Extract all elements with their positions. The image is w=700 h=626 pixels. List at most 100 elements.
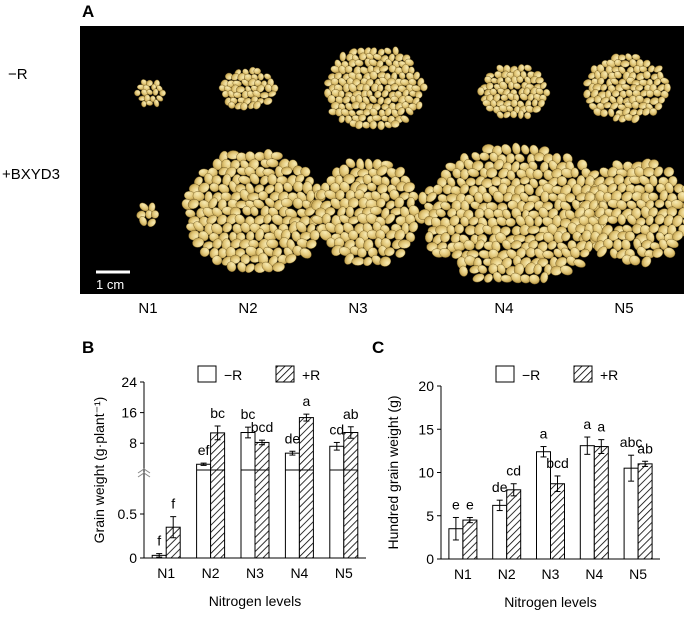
grain-seed xyxy=(240,102,248,111)
grain-seed xyxy=(385,229,397,240)
bar-minus-r xyxy=(329,445,345,559)
scale-bar-label: 1 cm xyxy=(96,277,125,292)
grain-seed xyxy=(285,253,297,264)
grain-seed xyxy=(384,213,396,225)
grain-seed xyxy=(482,192,492,203)
grain-seed xyxy=(338,115,346,124)
x-tick-label: N3 xyxy=(542,566,560,582)
grain-seed xyxy=(369,95,377,104)
grain-seed xyxy=(394,166,406,178)
grain-seed xyxy=(593,95,602,104)
grain-seed xyxy=(299,247,312,259)
y-tick-label: 24 xyxy=(121,374,137,390)
grain-seed xyxy=(672,230,684,241)
grain-seed xyxy=(440,232,451,243)
grain-seed xyxy=(492,271,503,283)
grain-seed xyxy=(528,240,539,250)
bar-minus-r xyxy=(579,445,595,560)
grain-seed xyxy=(424,231,434,243)
bar-minus-r xyxy=(492,504,508,560)
grain-seed xyxy=(543,88,551,97)
legend-label-minus-r: −R xyxy=(522,367,540,383)
grain-seed xyxy=(475,239,485,250)
grain-seed xyxy=(384,121,393,129)
grain-seed xyxy=(395,248,406,258)
grain-seed xyxy=(463,239,475,251)
x-tick-label: N2 xyxy=(498,566,516,582)
grain-seed xyxy=(654,199,665,209)
grain-seed xyxy=(415,101,423,110)
grain-seed xyxy=(228,101,236,109)
axis-break-mark xyxy=(137,472,151,478)
grain-seed xyxy=(139,216,148,227)
col-label-n4: N4 xyxy=(494,300,514,317)
grain-seed xyxy=(610,78,619,85)
grain-seed xyxy=(226,261,237,272)
grain-seed xyxy=(524,183,534,196)
grain-seed xyxy=(513,82,521,90)
grain-seed xyxy=(397,107,405,116)
grain-seed xyxy=(376,165,388,177)
grain-seed xyxy=(517,109,524,120)
grain-photo xyxy=(80,26,697,294)
grain-seed xyxy=(642,70,651,80)
grain-seed xyxy=(342,173,356,185)
grain-seed xyxy=(159,89,166,97)
grain-seed xyxy=(471,160,484,172)
grain-seed xyxy=(253,101,261,110)
significance-letter: cd xyxy=(506,463,521,479)
grain-seed xyxy=(271,214,284,226)
grain-seed xyxy=(663,247,676,258)
significance-letter: a xyxy=(583,416,591,432)
bar-minus-r xyxy=(623,467,639,560)
grain-seed xyxy=(371,254,382,266)
significance-letter: cd xyxy=(329,421,344,437)
grain-seed xyxy=(237,261,247,273)
grain-seed xyxy=(281,166,293,176)
grain-seed xyxy=(484,273,493,283)
grain-seed xyxy=(357,247,367,258)
x-tick-label: N4 xyxy=(585,566,603,582)
grain-seed xyxy=(254,228,265,242)
grain-seed xyxy=(467,168,480,178)
grain-seed xyxy=(342,95,351,104)
x-tick-label: N5 xyxy=(629,566,647,582)
grain-seed xyxy=(348,230,359,241)
grain-seed xyxy=(425,191,437,203)
grain-seed xyxy=(652,248,664,258)
grain-seed xyxy=(583,89,591,99)
x-tick-label: N1 xyxy=(454,566,472,582)
grain-seed xyxy=(609,248,619,259)
grain-seed xyxy=(354,120,364,130)
grain-seed xyxy=(231,73,240,81)
legend-label-plus-r: +R xyxy=(600,367,618,383)
row-label-minus-r: −R xyxy=(8,66,28,83)
bar-plus-r xyxy=(593,446,609,560)
grain-seed xyxy=(249,173,260,185)
y-axis-title: Grain weight (g·plant⁻¹) xyxy=(91,397,107,544)
y-tick-label: 16 xyxy=(121,405,137,421)
x-tick-label: N3 xyxy=(246,565,264,581)
grain-seed xyxy=(598,214,609,226)
grain-seed xyxy=(222,222,233,233)
grain-seed xyxy=(435,208,446,218)
legend-swatch-minus-r xyxy=(197,365,217,383)
y-tick-label: 0.5 xyxy=(118,506,138,522)
grain-seed xyxy=(439,247,451,258)
grain-seed xyxy=(400,115,410,123)
legend-swatch-plus-r xyxy=(573,365,593,383)
grain-seed xyxy=(245,263,255,273)
bar-minus-r xyxy=(284,452,300,559)
grain-seed xyxy=(496,111,504,119)
legend-swatch-plus-r xyxy=(275,365,295,383)
grain-seed xyxy=(261,261,274,273)
grain-seed xyxy=(263,97,273,105)
grain-seed xyxy=(648,159,659,169)
grain-seed xyxy=(381,89,389,98)
grain-seed xyxy=(379,256,392,267)
x-axis-title: Nitrogen levels xyxy=(504,594,597,610)
grain-seed xyxy=(384,47,392,55)
grain-seed xyxy=(666,238,679,249)
x-axis-title: Nitrogen levels xyxy=(209,593,302,609)
